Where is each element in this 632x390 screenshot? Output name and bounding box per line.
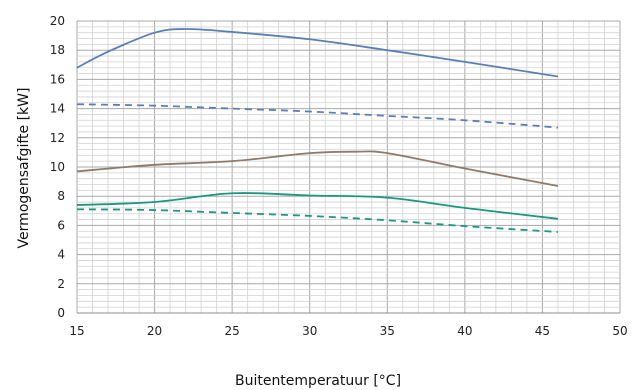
y-tick-label: 8 [57,189,65,203]
x-tick-label: 40 [457,324,472,338]
y-tick-label: 20 [50,14,65,28]
y-tick-label: 16 [50,72,65,86]
x-axis-label: Buitentemperatuur [°C] [235,373,401,389]
y-tick-label: 12 [50,131,65,145]
y-tick-label: 6 [57,218,65,232]
series-line-2 [76,103,559,129]
x-tick-label: 35 [380,324,395,338]
grid [76,20,621,314]
y-tick-label: 2 [57,277,65,291]
series-line-4 [76,192,559,220]
x-tick-label: 15 [69,324,84,338]
x-tick-label: 45 [535,324,550,338]
y-tick-labels: 0 2 4 6 8 10 12 14 16 18 20 [50,14,65,320]
series-line-3 [76,150,559,187]
x-tick-label: 50 [612,324,627,338]
series-lines [76,28,559,233]
y-tick-label: 10 [50,160,65,174]
series-line-5 [76,208,558,233]
y-tick-label: 18 [50,43,65,57]
x-tick-label: 30 [302,324,317,338]
y-tick-label: 14 [50,102,65,116]
x-tick-label: 20 [147,324,162,338]
x-tick-labels: 15 20 25 30 35 40 45 50 [69,324,627,338]
y-tick-label: 4 [57,248,65,262]
y-tick-label: 0 [57,306,65,320]
y-axis-label: Vermogensafgifte [kW] [16,88,32,249]
series-line-1 [76,28,559,78]
x-tick-label: 25 [225,324,240,338]
